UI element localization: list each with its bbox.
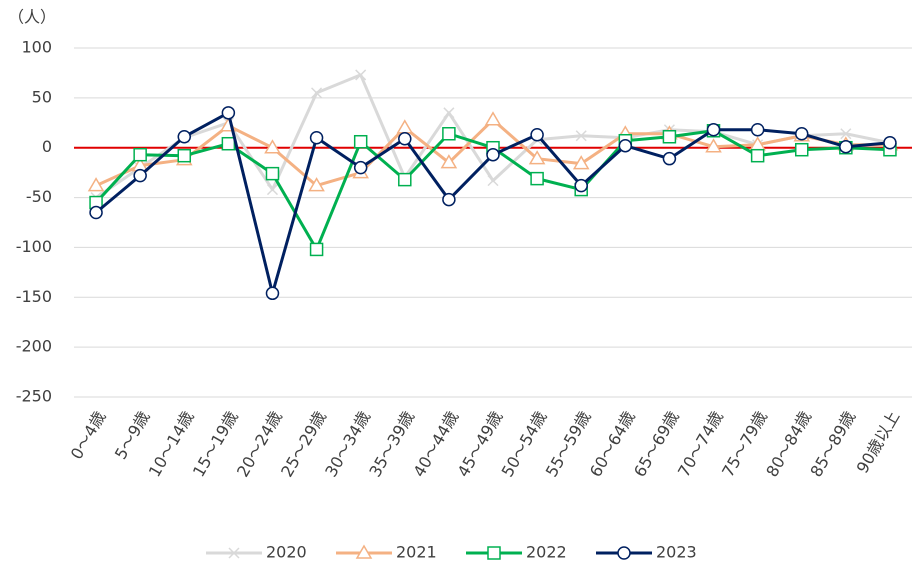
x-tick-label: 90歳以上: [853, 408, 904, 477]
x-tick-label: 5～9歳: [111, 408, 154, 463]
marker: [221, 106, 236, 120]
marker: [530, 171, 544, 186]
marker: [662, 151, 677, 166]
marker: [487, 175, 499, 187]
marker: [89, 205, 103, 220]
marker: [618, 138, 633, 153]
y-axis-label: （人）: [8, 8, 56, 27]
marker: [308, 177, 325, 192]
marker: [311, 87, 323, 99]
y-tick-label: 100: [21, 38, 52, 57]
marker: [484, 111, 502, 126]
legend-marker: [617, 546, 631, 560]
marker: [265, 166, 280, 181]
marker: [574, 178, 588, 193]
marker: [398, 131, 412, 146]
marker: [177, 129, 192, 144]
y-tick-label: -50: [26, 187, 52, 206]
marker: [177, 148, 192, 163]
marker: [266, 184, 279, 196]
marker: [442, 127, 456, 141]
marker: [705, 138, 722, 153]
y-tick-label: -250: [16, 387, 52, 406]
marker: [353, 134, 368, 149]
marker: [87, 177, 105, 192]
marker: [309, 130, 324, 145]
marker: [662, 129, 677, 144]
marker: [133, 147, 147, 162]
legend-label: 2023: [656, 543, 697, 562]
legend-label: 2020: [266, 543, 307, 562]
marker: [221, 136, 236, 151]
y-tick-label: 50: [32, 87, 52, 106]
legend-marker: [228, 547, 240, 559]
y-tick-label: -100: [16, 237, 52, 256]
x-tick-label: 0～4歳: [67, 408, 110, 463]
marker: [133, 168, 147, 183]
y-tick-label: 0: [42, 137, 52, 156]
legend-label: 2021: [396, 543, 437, 562]
y-tick-label: -150: [16, 287, 52, 306]
marker: [750, 123, 765, 137]
marker: [398, 172, 412, 187]
marker: [309, 242, 324, 257]
legend-marker: [487, 546, 501, 560]
marker: [839, 139, 853, 154]
marker: [575, 130, 587, 142]
legend-label: 2022: [526, 543, 567, 562]
marker: [265, 286, 280, 301]
marker: [442, 192, 456, 207]
marker: [706, 123, 721, 137]
marker: [355, 69, 367, 81]
marker: [840, 128, 852, 140]
marker: [794, 127, 809, 141]
marker: [794, 142, 809, 157]
marker: [750, 148, 765, 163]
marker: [353, 160, 368, 175]
marker: [264, 139, 281, 154]
marker: [443, 107, 455, 119]
marker: [528, 150, 546, 165]
marker: [572, 155, 590, 170]
y-tick-label: -200: [16, 337, 52, 356]
marker: [530, 128, 544, 142]
marker: [440, 154, 458, 169]
series-line: [95, 111, 891, 295]
marker: [883, 135, 897, 150]
legend-marker: [355, 544, 373, 559]
marker: [486, 147, 500, 162]
marker: [396, 119, 414, 134]
